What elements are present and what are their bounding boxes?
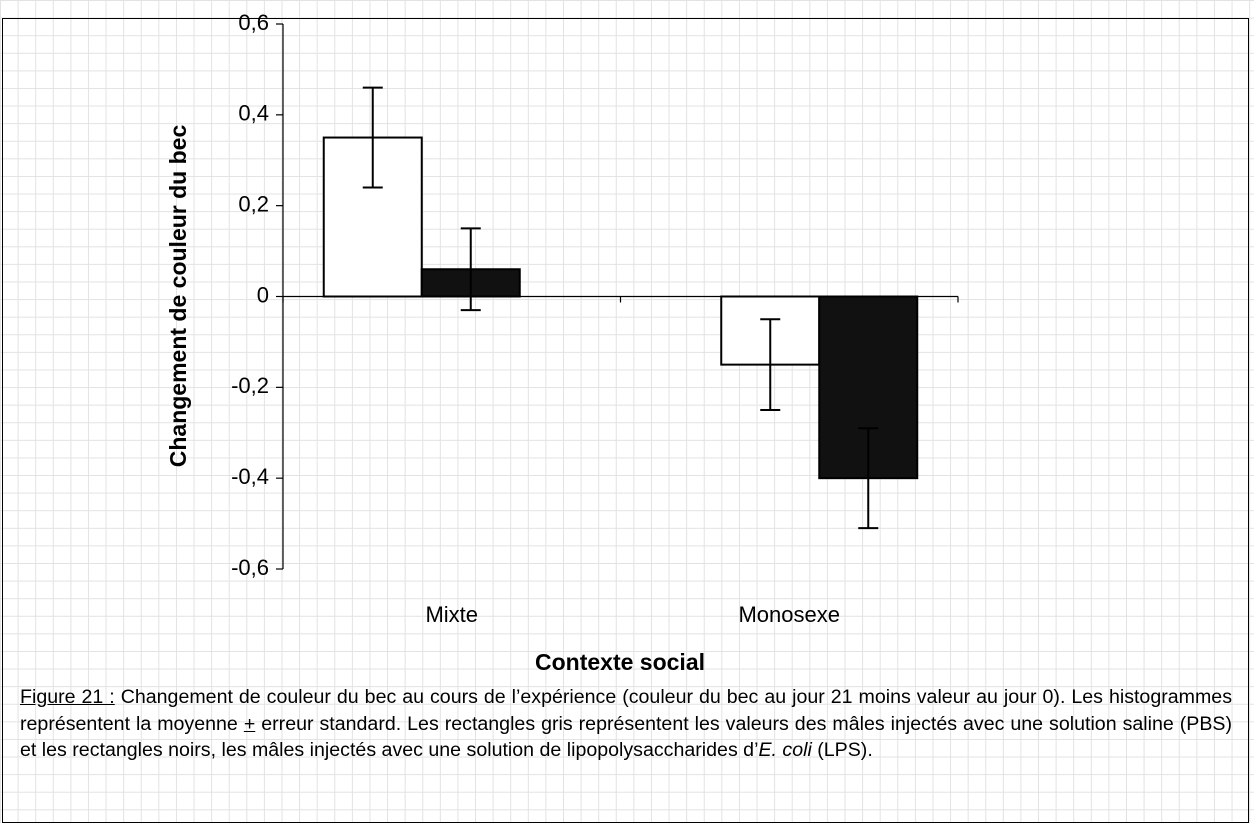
x-tick-label: Mixte [425,602,478,627]
y-tick-label: -0,2 [231,373,269,398]
caption-italic: E. coli [758,739,812,762]
y-tick-label: -0,6 [231,555,269,580]
y-tick-label: 0 [257,282,269,307]
x-axis-title: Contexte social [535,649,705,675]
error-bar [858,427,879,530]
y-tick-label: 0,2 [238,191,269,216]
error-bar [362,86,383,189]
caption-label: Figure 21 : [20,686,115,708]
x-tick-label: Monosexe [738,602,840,627]
y-axis-title: Changement de couleur du bec [165,125,191,468]
y-tick-label: -0,4 [231,464,269,489]
caption: Figure 21 : Changement de couleur du bec… [20,684,1232,764]
caption-text: erreur standard. Les rectangles gris rep… [20,712,1232,762]
caption-pm: + [243,712,256,735]
caption-text: Changement de couleur du bec au cours de… [20,686,1232,735]
caption-text: (LPS). [811,739,873,762]
error-bar [460,227,481,312]
error-bar [760,318,781,412]
y-tick-label: 0,6 [238,10,269,35]
y-tick-label: 0,4 [238,101,269,126]
